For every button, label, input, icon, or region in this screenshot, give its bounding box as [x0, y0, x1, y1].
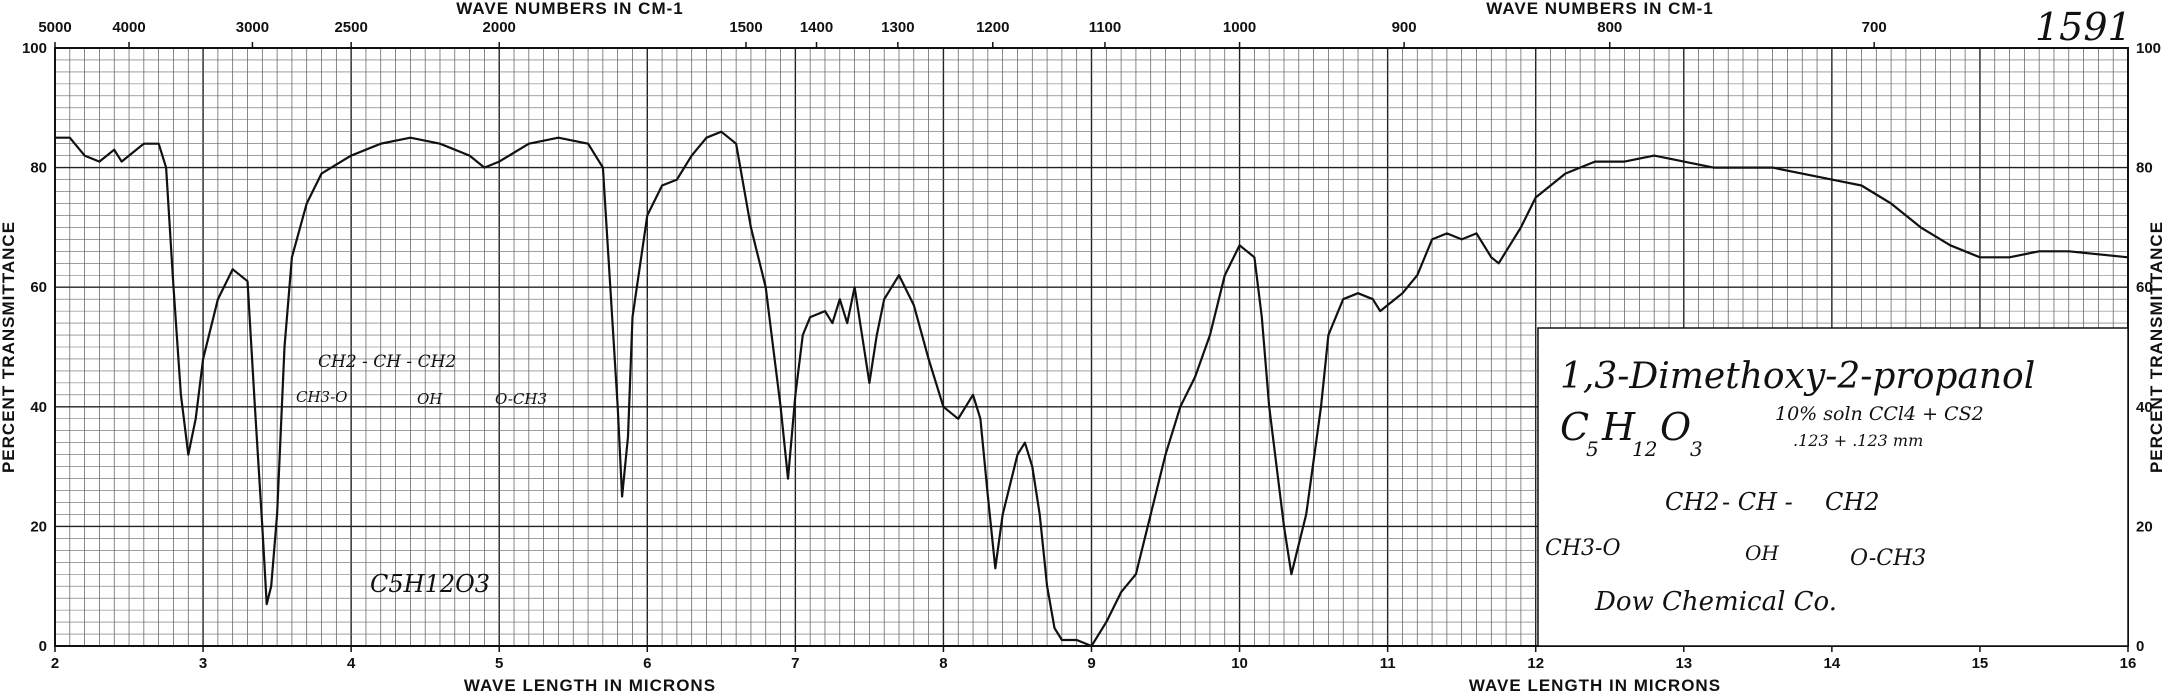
conditions-line1: 10% soln CCl4 + CS2	[1775, 403, 1984, 425]
top-tick-label: 1000	[1223, 19, 1256, 36]
sample-number: 1591	[2035, 5, 2132, 49]
top-tick-label: 700	[1862, 19, 1887, 36]
x-tick-label: 10	[1231, 655, 1248, 672]
x-tick-label: 15	[1972, 655, 1989, 672]
x-tick-label: 8	[939, 655, 947, 672]
y-tick-label-left: 60	[30, 279, 47, 296]
y-tick-label-left: 80	[30, 160, 47, 177]
y-axis-label-left: PERCENT TRANSMITTANCE	[0, 221, 18, 473]
top-tick-label: 3000	[236, 19, 269, 36]
top-tick-label: 2000	[483, 19, 516, 36]
x-tick-label: 6	[643, 655, 651, 672]
y-tick-label-right: 100	[2136, 40, 2161, 57]
struct-oh: OH	[1745, 541, 1779, 565]
formula-o: O	[1660, 405, 1691, 449]
molecular-formula: C 5 H 12 O 3	[1560, 405, 1703, 461]
conditions-line2: .123 + .123 mm	[1793, 431, 1923, 450]
top-tick-label: 1500	[729, 19, 762, 36]
y-tick-label-right: 60	[2136, 279, 2153, 296]
top-tick-label: 900	[1392, 19, 1417, 36]
top-tick-label: 4000	[112, 19, 145, 36]
sketch-formula: C5H12O3	[370, 570, 490, 598]
x-tick-label: 7	[791, 655, 799, 672]
structure-diagram: CH2 - CH - CH2 CH3-O OH O-CH3	[1545, 488, 1926, 571]
y-axis-ticks-right: 0 20 40 60 80 100	[2136, 40, 2161, 655]
sketch-left: CH3-O	[296, 388, 347, 406]
y-tick-label-left: 40	[30, 399, 47, 416]
y-axis-label-right: PERCENT TRANSMITTANCE	[2147, 221, 2166, 473]
y-tick-label-right: 80	[2136, 160, 2153, 177]
sketch-mid: OH	[417, 390, 443, 408]
top-tick-label: 1100	[1089, 19, 1122, 36]
top-tick-label: 5000	[38, 19, 71, 36]
x-tick-label: 5	[495, 655, 503, 672]
x-tick-label: 3	[199, 655, 207, 672]
top-tick-label: 1200	[976, 19, 1009, 36]
compound-label-box: 1,3-Dimethoxy-2-propanol C 5 H 12 O 3 10…	[1537, 327, 2129, 647]
formula-h-sub: 12	[1632, 437, 1657, 461]
struct-och3: O-CH3	[1850, 546, 1926, 571]
x-tick-label: 12	[1527, 655, 1544, 672]
x-tick-label: 9	[1087, 655, 1095, 672]
struct-ch3o: CH3-O	[1545, 536, 1621, 561]
y-tick-label-left: 20	[30, 518, 47, 535]
x-axis-label-right: WAVE LENGTH IN MICRONS	[1469, 676, 1721, 695]
x-tick-label: 4	[347, 655, 356, 672]
x-tick-label: 14	[1824, 655, 1841, 672]
x-axis-label-left: WAVE LENGTH IN MICRONS	[464, 676, 716, 695]
formula-h: H	[1601, 405, 1636, 449]
top-axis-ticks: 5000 4000 3000 2500 2000 1500 1400 1300 1200 1100…	[38, 19, 1887, 48]
source-label: Dow Chemical Co.	[1594, 587, 1837, 617]
y-tick-label-right: 40	[2136, 399, 2153, 416]
top-axis-label-left: WAVE NUMBERS IN CM-1	[456, 0, 683, 18]
sketch-right: O-CH3	[495, 390, 547, 408]
y-tick-label-right: 0	[2136, 638, 2144, 655]
top-axis-label-right: WAVE NUMBERS IN CM-1	[1486, 0, 1713, 18]
y-tick-label-right: 20	[2136, 518, 2153, 535]
y-axis-ticks-left: 0 20 40 60 80 100	[22, 40, 47, 655]
top-tick-label: 800	[1597, 19, 1622, 36]
struct-ch2-right: CH2	[1825, 488, 1880, 516]
formula-c: C	[1560, 405, 1589, 449]
x-tick-label: 13	[1675, 655, 1692, 672]
series-line-spectrum	[55, 130, 2129, 648]
formula-o-sub: 3	[1690, 437, 1703, 461]
top-tick-label: 1400	[800, 19, 833, 36]
x-tick-label: 16	[2120, 655, 2137, 672]
sketch-top: CH2 - CH - CH2	[318, 352, 456, 372]
formula-c-sub: 5	[1586, 437, 1599, 461]
x-tick-label: 11	[1380, 655, 1396, 672]
top-tick-label: 1300	[881, 19, 914, 36]
struct-ch2-left: CH2	[1665, 488, 1720, 516]
handwritten-sketch: CH2 - CH - CH2 CH3-O OH O-CH3 C5H12O3	[296, 352, 547, 598]
top-tick-label: 2500	[334, 19, 367, 36]
y-tick-label-left: 100	[22, 40, 47, 57]
y-tick-label-left: 0	[39, 638, 47, 655]
compound-name: 1,3-Dimethoxy-2-propanol	[1560, 356, 2035, 397]
label-box-background	[1537, 327, 2129, 647]
struct-ch: - CH -	[1722, 488, 1793, 516]
x-tick-label: 2	[51, 655, 59, 672]
